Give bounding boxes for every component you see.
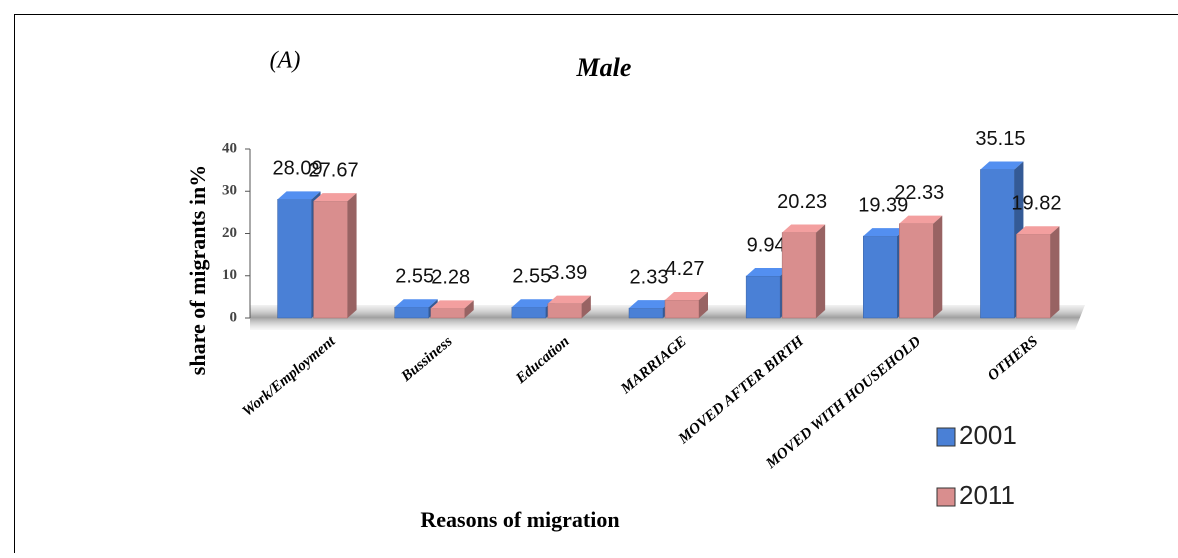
y-tick-label: 10: [222, 267, 237, 283]
legend-label: 2001: [959, 420, 1017, 450]
value-label: 2.28: [431, 267, 470, 289]
value-label: 2.55: [395, 266, 434, 288]
bar-front: [782, 233, 816, 318]
bar-front: [980, 169, 1014, 318]
bar: [899, 216, 942, 318]
bar: [1016, 226, 1059, 318]
value-label: 22.33: [894, 182, 944, 204]
y-tick-label: 20: [222, 225, 237, 241]
bar: [665, 292, 708, 318]
value-label: 2.55: [512, 266, 551, 288]
x-tick-label: Bussiness: [398, 333, 456, 385]
value-label: 2.33: [630, 266, 669, 288]
bar-front: [863, 236, 897, 318]
bar-front: [512, 307, 546, 318]
bar-side: [933, 216, 942, 318]
bar-front: [629, 308, 663, 318]
value-label: 3.39: [548, 262, 587, 284]
legend-label: 2011: [959, 480, 1015, 510]
bar-front: [395, 307, 429, 318]
bar-front: [665, 300, 699, 318]
bar: [431, 300, 474, 318]
value-label: 9.94: [747, 234, 786, 256]
value-label: 20.23: [777, 191, 827, 213]
x-axis-label: Reasons of migration: [420, 507, 619, 532]
value-label: 19.82: [1011, 193, 1061, 215]
value-label: 4.27: [666, 258, 705, 280]
value-label: 35.15: [975, 128, 1025, 150]
bar-front: [1016, 234, 1050, 318]
bar-front: [899, 224, 933, 318]
bar-side: [816, 225, 825, 318]
bar: [782, 225, 825, 318]
y-tick-label: 40: [222, 140, 237, 156]
y-axis-label: share of migrants in%: [185, 165, 210, 375]
chart-title: Male: [576, 53, 632, 82]
bar-side: [1050, 226, 1059, 318]
bar: [314, 193, 357, 318]
bar-front: [431, 308, 465, 318]
y-tick-label: 0: [230, 309, 238, 325]
legend-swatch: [937, 488, 955, 506]
x-tick-label: MARRIAGE: [617, 333, 689, 397]
x-tick-label: Education: [512, 333, 572, 387]
x-tick-label: Work/Employment: [240, 333, 339, 420]
value-label: 27.67: [309, 159, 359, 181]
legend-swatch: [937, 428, 955, 446]
bar: [548, 296, 591, 318]
bar-front: [746, 276, 780, 318]
bar-front: [278, 199, 312, 318]
bar-side: [348, 193, 357, 318]
bar-front: [548, 304, 582, 318]
bar-front: [314, 201, 348, 318]
x-tick-label: MOVED AFTER BIRTH: [675, 333, 808, 448]
x-tick-label: OTHERS: [985, 333, 1041, 384]
annotation: (A): [270, 48, 301, 74]
y-tick-label: 30: [222, 183, 237, 199]
